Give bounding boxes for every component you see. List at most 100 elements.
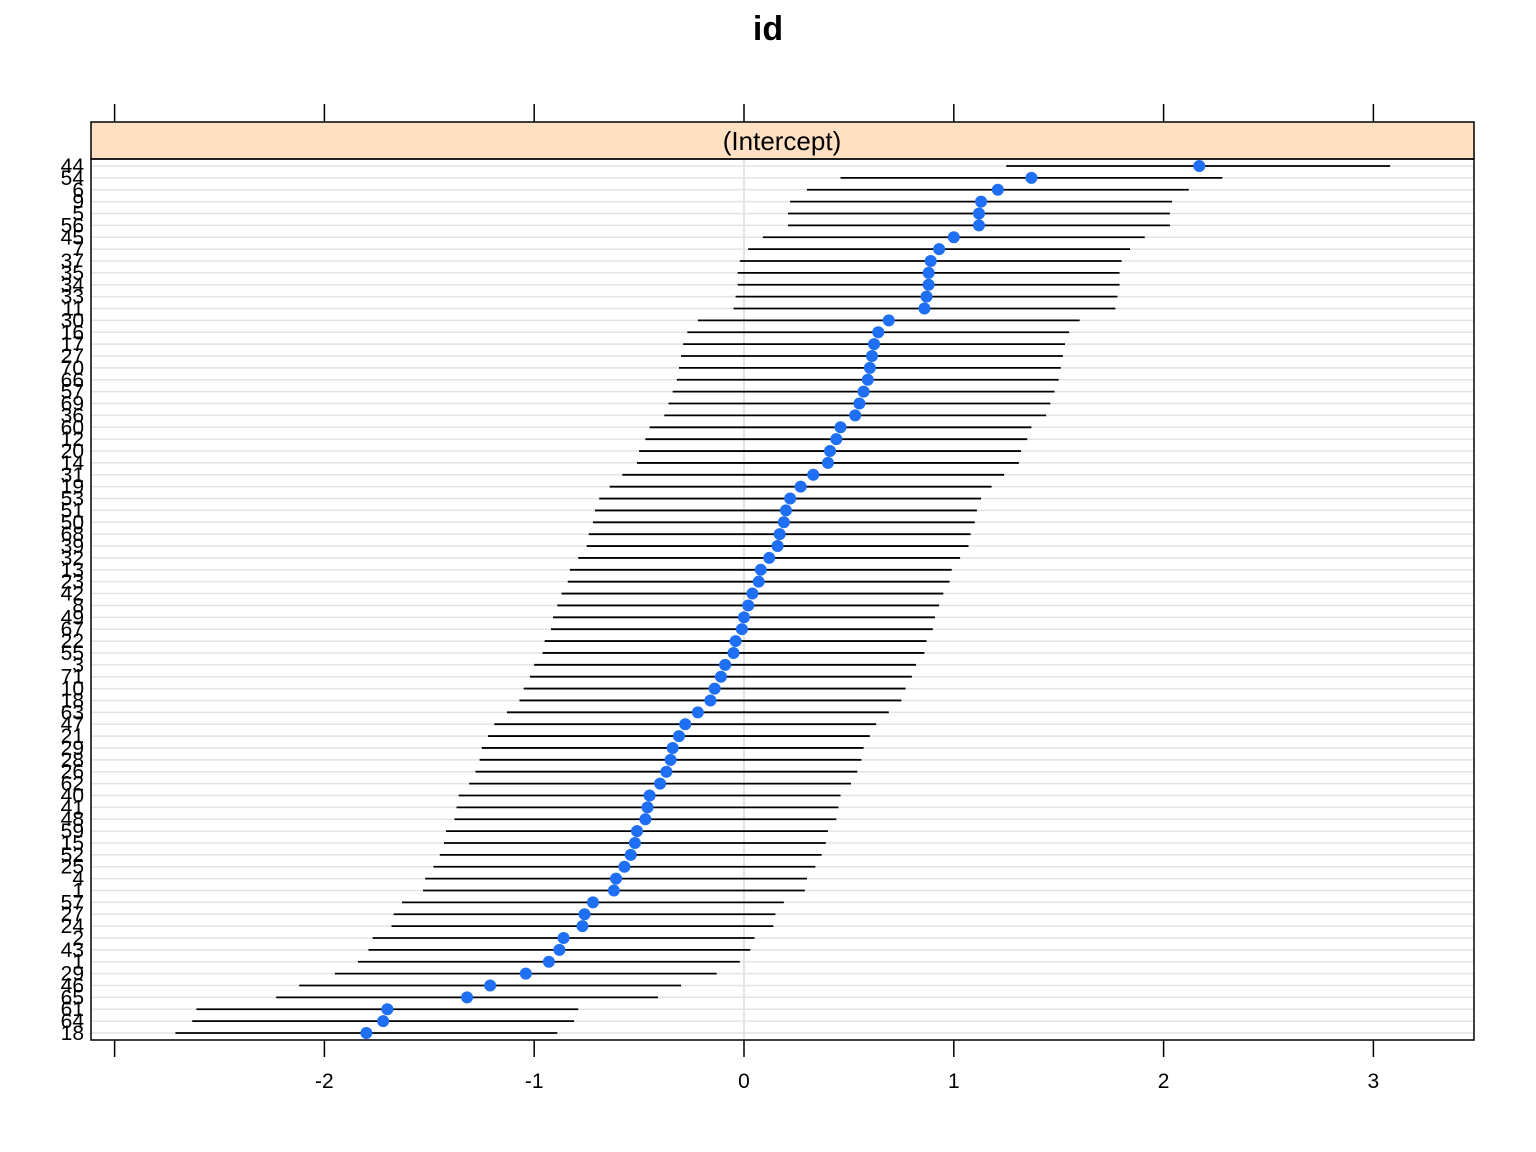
y-tick-label-2: 2 bbox=[72, 927, 84, 950]
point-6 bbox=[991, 183, 1004, 196]
point-57 bbox=[586, 896, 599, 909]
y-tick-label-27: 27 bbox=[61, 345, 84, 368]
point-39 bbox=[771, 540, 784, 553]
y-tick-label-11: 11 bbox=[62, 298, 84, 321]
point-60 bbox=[834, 421, 847, 434]
point-45 bbox=[947, 231, 960, 244]
point-46 bbox=[484, 979, 497, 992]
y-tick-label-70: 70 bbox=[61, 357, 84, 380]
point-44 bbox=[1193, 160, 1206, 172]
y-tick-label-37: 37 bbox=[61, 250, 84, 273]
y-tick-label-42: 42 bbox=[61, 583, 84, 606]
y-tick-label-47: 47 bbox=[61, 713, 84, 736]
y-tick-label-10: 10 bbox=[61, 678, 84, 701]
y-tick-label-68: 68 bbox=[61, 523, 84, 546]
y-tick-label-14: 14 bbox=[61, 452, 85, 475]
point-27 bbox=[865, 350, 878, 363]
point-34 bbox=[922, 278, 935, 291]
y-tick-label-51: 51 bbox=[61, 499, 84, 522]
y-tick-label-6: 6 bbox=[72, 179, 84, 202]
y-tick-label-71: 71 bbox=[61, 666, 84, 689]
y-tick-label-50: 50 bbox=[61, 511, 84, 534]
point-9 bbox=[975, 195, 988, 208]
y-tick-label-34: 34 bbox=[61, 274, 85, 297]
y-tick-label-59: 59 bbox=[61, 820, 84, 843]
point-12 bbox=[830, 433, 843, 446]
y-tick-label-13: 13 bbox=[61, 559, 84, 582]
y-tick-label-40: 40 bbox=[61, 784, 84, 807]
point-64 bbox=[377, 1015, 390, 1028]
point-52 bbox=[624, 848, 637, 861]
axis-tick-layer: -2 -1 0 1 2 3 bbox=[113, 104, 1380, 1093]
point-65 bbox=[461, 991, 474, 1004]
y-tick-label-21: 21 bbox=[61, 725, 84, 748]
y-tick-label-41: 41 bbox=[61, 796, 84, 819]
point-53 bbox=[784, 492, 797, 505]
y-tick-label-43: 43 bbox=[61, 939, 84, 962]
point-48 bbox=[639, 813, 652, 826]
point-57 bbox=[857, 385, 870, 398]
y-tick-label-5: 5 bbox=[72, 203, 84, 226]
point-10 bbox=[708, 682, 721, 695]
point-26 bbox=[660, 765, 673, 778]
y-tick-label-53: 53 bbox=[61, 488, 84, 511]
y-tick-label-28: 28 bbox=[61, 749, 84, 772]
y-tick-label-39: 39 bbox=[61, 535, 84, 558]
point-25 bbox=[618, 860, 631, 873]
y-tick-label-57: 57 bbox=[61, 381, 84, 404]
point-18 bbox=[360, 1027, 373, 1039]
y-tick-label-27: 27 bbox=[61, 903, 84, 926]
point-15 bbox=[628, 836, 641, 849]
point-70 bbox=[863, 361, 876, 374]
point-19 bbox=[794, 480, 807, 493]
y-tick-label-48: 48 bbox=[61, 808, 84, 831]
point-36 bbox=[849, 409, 862, 422]
point-7 bbox=[933, 243, 946, 256]
y-tick-label-65: 65 bbox=[61, 986, 84, 1009]
y-tick-label-17: 17 bbox=[61, 333, 84, 356]
point-1 bbox=[542, 955, 555, 968]
y-tick-label-1: 1 bbox=[72, 951, 84, 974]
point-5 bbox=[972, 207, 985, 220]
point-8 bbox=[742, 599, 755, 612]
point-71 bbox=[714, 670, 727, 683]
point-29 bbox=[519, 967, 532, 980]
y-tick-label-33: 33 bbox=[61, 286, 84, 309]
x-tick-label--2: -2 bbox=[315, 1070, 334, 1093]
y-tick-label-26: 26 bbox=[61, 761, 84, 784]
point-30 bbox=[882, 314, 895, 327]
point-13 bbox=[754, 563, 767, 576]
x-tick-label-0: 0 bbox=[738, 1070, 750, 1093]
point-41 bbox=[641, 801, 654, 814]
panel-frame bbox=[90, 158, 1475, 1041]
point-63 bbox=[691, 706, 704, 719]
point-47 bbox=[679, 718, 692, 731]
point-37 bbox=[924, 255, 937, 268]
point-68 bbox=[773, 528, 786, 541]
point-layer bbox=[360, 160, 1206, 1039]
y-tick-label-52: 52 bbox=[61, 844, 84, 867]
point-50 bbox=[777, 516, 790, 529]
y-tick-label-18: 18 bbox=[61, 689, 84, 712]
x-tick-label-3: 3 bbox=[1368, 1070, 1380, 1093]
y-tick-label-61: 61 bbox=[61, 998, 84, 1021]
y-tick-label-20: 20 bbox=[61, 440, 84, 463]
y-tick-label-4: 4 bbox=[72, 868, 84, 891]
x-tick-label--1: -1 bbox=[525, 1070, 544, 1093]
y-tick-label-12: 12 bbox=[61, 428, 84, 451]
point-49 bbox=[738, 611, 750, 624]
y-tick-label-69: 69 bbox=[61, 393, 84, 416]
point-56 bbox=[972, 219, 985, 232]
y-tick-label-23: 23 bbox=[61, 571, 84, 594]
y-tick-label-29: 29 bbox=[61, 737, 84, 760]
point-20 bbox=[824, 445, 837, 458]
y-tick-label-7: 7 bbox=[72, 238, 84, 261]
point-24 bbox=[576, 920, 589, 933]
point-43 bbox=[553, 943, 566, 956]
point-55 bbox=[727, 646, 740, 659]
y-tick-label-25: 25 bbox=[61, 856, 84, 879]
y-tick-label-62: 62 bbox=[61, 773, 84, 796]
point-62 bbox=[654, 777, 667, 790]
point-28 bbox=[664, 753, 677, 766]
